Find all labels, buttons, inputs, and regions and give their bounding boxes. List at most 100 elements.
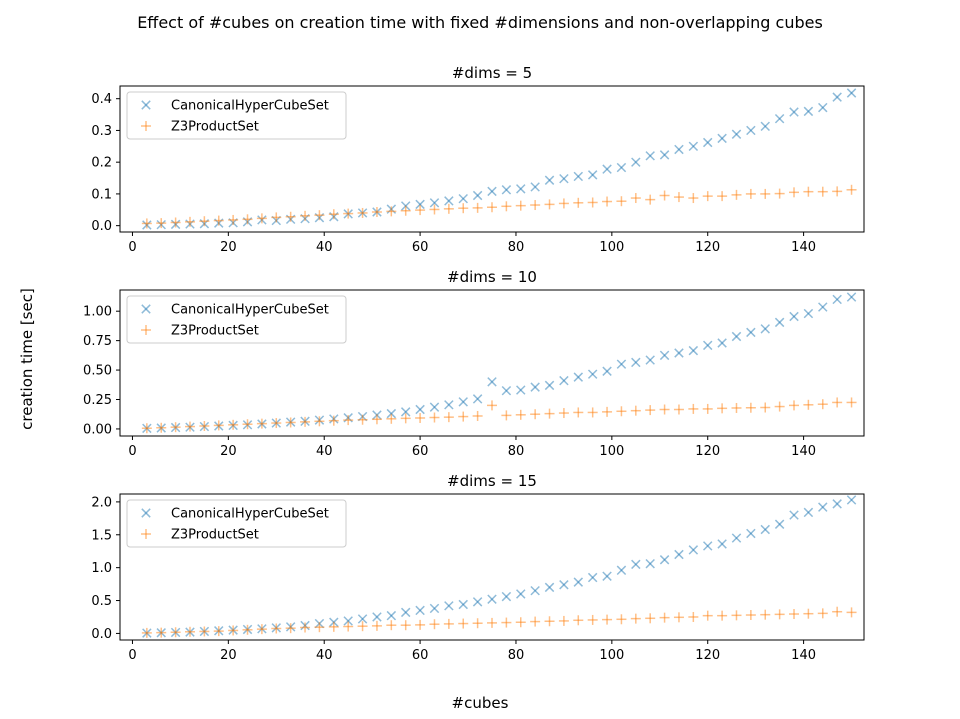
legend-label: CanonicalHyperCubeSet (171, 507, 329, 522)
legend-marker (141, 508, 151, 518)
data-point (559, 375, 569, 386)
x-tick-label: 20 (220, 648, 237, 663)
data-point (256, 418, 267, 429)
data-point (659, 190, 670, 201)
x-tick-label: 80 (508, 240, 525, 255)
data-point (530, 585, 540, 596)
data-point (487, 617, 497, 628)
data-point (846, 184, 857, 195)
data-point (803, 186, 814, 197)
data-point (616, 614, 627, 625)
data-point (587, 407, 598, 418)
data-point (616, 196, 627, 207)
data-point (573, 197, 584, 208)
data-point (587, 170, 598, 180)
data-point (616, 565, 627, 576)
data-point (760, 609, 771, 620)
data-point (631, 559, 641, 570)
data-point (573, 577, 584, 587)
data-point (429, 402, 440, 412)
data-point (817, 186, 828, 197)
data-point (386, 620, 397, 631)
y-tick-label: 0.1 (91, 187, 112, 202)
x-tick-label: 100 (599, 444, 624, 459)
data-point (803, 608, 814, 619)
data-point (587, 369, 598, 379)
data-point (760, 121, 770, 132)
data-point (659, 404, 670, 415)
data-point (832, 397, 843, 408)
data-point (199, 626, 210, 637)
data-point (746, 327, 756, 338)
data-point (472, 597, 483, 607)
legend-label: CanonicalHyperCubeSet (171, 303, 329, 318)
data-point (184, 216, 195, 227)
y-tick-label: 0.25 (83, 393, 112, 408)
data-point (156, 422, 167, 433)
data-point (573, 372, 584, 382)
data-point (674, 549, 684, 560)
data-point (544, 616, 555, 627)
data-point (645, 405, 656, 416)
data-point (415, 605, 425, 616)
data-point (371, 207, 382, 218)
data-point (472, 190, 483, 201)
data-point (415, 205, 426, 216)
data-point (357, 414, 368, 425)
x-tick-label: 60 (412, 240, 429, 255)
data-point (818, 502, 828, 512)
data-point (688, 193, 699, 204)
data-point (631, 357, 641, 368)
data-point (400, 407, 411, 417)
data-point (803, 106, 814, 117)
data-point (645, 355, 655, 365)
data-point (544, 582, 555, 593)
legend-box (126, 91, 347, 140)
data-point (515, 617, 526, 628)
data-point (818, 102, 828, 113)
data-point (530, 409, 541, 420)
data-point (199, 216, 210, 227)
data-point (328, 415, 339, 426)
x-tick-label: 20 (220, 444, 237, 459)
data-point (544, 408, 555, 419)
data-point (184, 626, 195, 637)
data-point (673, 404, 684, 415)
subplot-title: #dims = 10 (447, 268, 537, 286)
data-point (242, 624, 253, 635)
data-point (587, 614, 598, 625)
data-point (731, 129, 742, 139)
data-point (213, 420, 224, 431)
legend-label: CanonicalHyperCubeSet (171, 99, 329, 114)
data-point (832, 294, 842, 305)
data-point (702, 191, 713, 202)
data-point (213, 626, 224, 637)
data-point (645, 558, 655, 569)
data-point (530, 182, 540, 192)
data-point (415, 619, 426, 630)
x-tick-label: 120 (695, 444, 720, 459)
data-point (631, 157, 641, 167)
data-point (774, 317, 785, 328)
data-point (271, 418, 282, 429)
data-point (559, 173, 569, 184)
data-point (501, 591, 512, 602)
data-point (832, 92, 842, 102)
data-point (630, 613, 641, 624)
data-point (170, 217, 181, 228)
data-point (472, 202, 483, 213)
data-point (731, 402, 742, 413)
data-point (803, 399, 814, 410)
x-tick-label: 80 (508, 648, 525, 663)
data-point (673, 192, 684, 203)
legend-marker (141, 325, 151, 335)
axes-frame (119, 289, 865, 437)
data-point (746, 125, 756, 136)
data-point (156, 218, 167, 229)
data-point (386, 610, 397, 621)
data-point (587, 197, 598, 208)
data-point (386, 413, 397, 424)
data-point (213, 215, 224, 226)
data-point (803, 308, 814, 319)
data-point (228, 419, 239, 430)
